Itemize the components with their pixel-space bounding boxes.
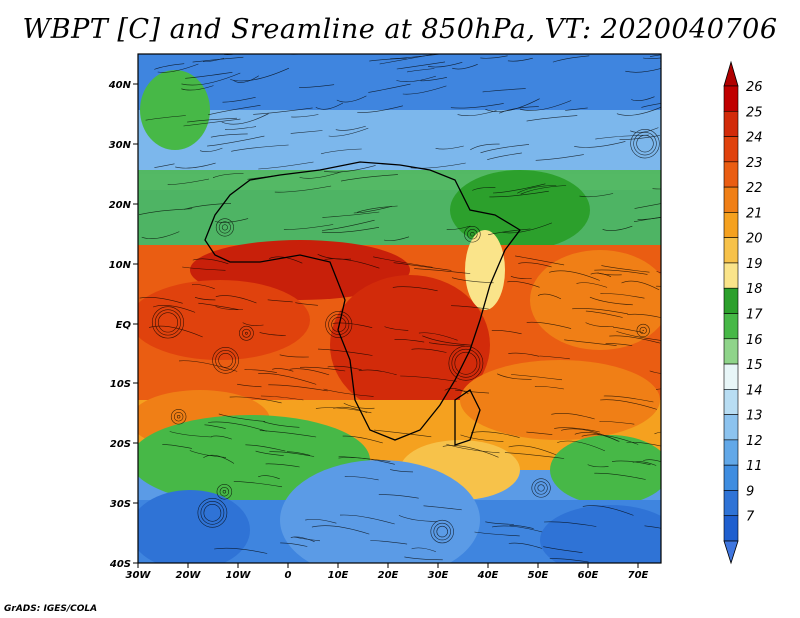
lat-label: 10N: [109, 260, 132, 271]
colorbar-swatch: [723, 110, 739, 137]
colorbar-swatch: [723, 237, 739, 264]
colorbar-swatch: [723, 161, 739, 188]
coastlines: [204, 161, 521, 446]
colorbar-label: 16: [746, 333, 763, 348]
colorbar-swatch: [723, 212, 739, 238]
lon-label: 30E: [428, 570, 449, 581]
colorbar-label: 22: [746, 181, 763, 196]
lon-label: 70E: [628, 570, 649, 581]
axis-ticks: [133, 83, 639, 568]
colorbar-swatch: [723, 389, 739, 415]
colorbar-label: 11: [746, 459, 763, 474]
lon-label: 50E: [528, 570, 549, 581]
colorbar-label: 14: [746, 383, 763, 398]
colorbar-label: 17: [746, 308, 763, 323]
map-title: WBPT [C] and Sreamline at 850hPa, VT: 20…: [22, 14, 778, 45]
colorbar-label: 12: [746, 434, 763, 449]
latitude-labels: 40N 30N 20N 10N EQ 10S 20S 30S 40S: [108, 80, 132, 570]
colorbar-swatch: [723, 136, 739, 163]
colorbar: 26 25 24 23 22 21 20 19 18 17 16 15 14 13 12 11 9 7: [723, 60, 763, 565]
colorbar-label: 26: [746, 80, 763, 95]
lon-label: 30W: [126, 570, 152, 581]
streamlines: [138, 54, 661, 563]
colorbar-swatch: [723, 262, 739, 289]
lat-label: 40S: [109, 559, 131, 570]
grads-credit: GrADS: IGES/COLA: [4, 604, 98, 614]
map-frame: [137, 53, 662, 564]
wbpt-field: [138, 54, 661, 563]
colorbar-swatch: [723, 338, 739, 365]
lat-label: 20N: [109, 200, 132, 211]
lat-label: 10S: [110, 379, 131, 390]
colorbar-label: 7: [746, 510, 755, 525]
colorbar-swatch: [723, 439, 739, 466]
colorbar-label: 21: [746, 206, 763, 221]
colorbar-label: 18: [746, 282, 763, 297]
colorbar-max-arrow: [723, 60, 739, 87]
lon-label: 10W: [226, 570, 252, 581]
colorbar-swatch: [723, 363, 739, 390]
lat-label: 40N: [108, 80, 132, 91]
colorbar-min-arrow: [723, 540, 739, 565]
colorbar-label: 20: [746, 232, 763, 247]
colorbar-label: 13: [746, 409, 763, 424]
lon-label: 40E: [477, 570, 499, 581]
colorbar-swatch: [723, 414, 739, 441]
colorbar-swatch: [723, 515, 739, 542]
lon-label: 0: [285, 570, 292, 581]
lat-label: EQ: [116, 320, 132, 331]
colorbar-swatch: [723, 490, 739, 517]
lon-label: 10E: [328, 570, 349, 581]
colorbar-label: 9: [746, 484, 754, 499]
longitude-labels: 30W 20W 10W 0 10E 20E 30E 40E 50E 60E 70…: [126, 570, 649, 581]
colorbar-label: 23: [746, 156, 763, 171]
lat-label: 20S: [110, 439, 131, 450]
lat-label: 30S: [110, 499, 131, 510]
colorbar-swatch: [723, 464, 739, 491]
colorbar-swatch: [723, 186, 739, 213]
lon-label: 20W: [176, 570, 202, 581]
colorbar-label: 24: [746, 131, 763, 146]
colorbar-swatch: [723, 287, 739, 314]
colorbar-label: 15: [746, 358, 763, 373]
colorbar-swatch: [723, 313, 739, 340]
lat-label: 30N: [109, 140, 132, 151]
lon-label: 20E: [378, 570, 399, 581]
colorbar-label: 25: [746, 105, 763, 120]
colorbar-swatch: [723, 85, 739, 112]
colorbar-label: 19: [746, 257, 763, 272]
lon-label: 60E: [578, 570, 599, 581]
